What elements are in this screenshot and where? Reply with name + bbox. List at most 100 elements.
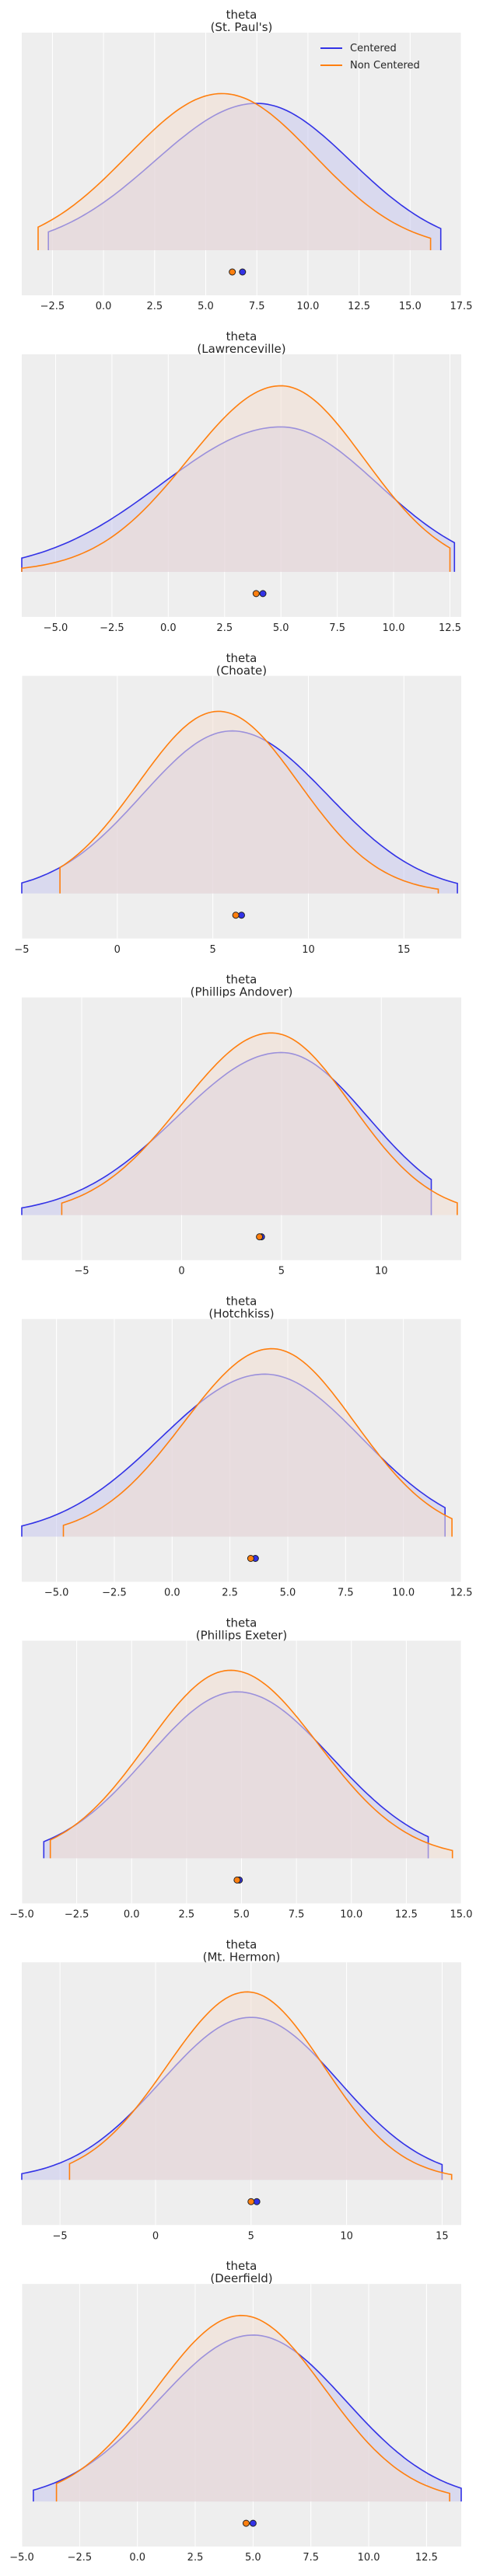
x-tick-label: −5 bbox=[53, 2230, 68, 2242]
x-tick-label: 5 bbox=[278, 1266, 285, 1278]
x-tick-label: 10.0 bbox=[392, 1588, 415, 1599]
x-tick-label: 12.5 bbox=[415, 2552, 438, 2564]
mean-point bbox=[239, 268, 247, 276]
mean-point bbox=[259, 590, 267, 598]
x-tick-label: 2.5 bbox=[179, 1908, 195, 1920]
x-tick-label: 10 bbox=[375, 1266, 388, 1278]
x-tick-label: 12.5 bbox=[348, 301, 370, 312]
x-tick-label: 0 bbox=[114, 944, 121, 956]
chart-subtitle: (Deerfield) bbox=[210, 2271, 272, 2285]
x-tick-label: −2.5 bbox=[102, 1588, 127, 1599]
x-tick-label: 7.5 bbox=[303, 2552, 319, 2564]
x-tick-label: 2.5 bbox=[146, 301, 163, 312]
density-line bbox=[62, 1347, 453, 1537]
density-line bbox=[49, 1669, 453, 1859]
chart-title: theta bbox=[226, 1295, 257, 1309]
chart-subtitle: (Phillips Exeter) bbox=[196, 1628, 287, 1642]
x-tick-label: 0.0 bbox=[160, 622, 177, 634]
chart-subtitle: (St. Paul's) bbox=[211, 20, 273, 34]
chart-title: theta bbox=[226, 8, 257, 22]
legend: Centered Non Centered bbox=[320, 43, 420, 71]
x-tick-label: 5.0 bbox=[245, 2552, 261, 2564]
x-tick-label: −5.0 bbox=[9, 1908, 34, 1920]
density-fill bbox=[50, 1670, 453, 1859]
x-tick-label: 10 bbox=[340, 2230, 353, 2242]
x-tick-label: 17.5 bbox=[450, 301, 473, 312]
chart-panel: theta(Hotchkiss) −5.0 −2.5 0.0 2.5 5.0 7.5 10.0… bbox=[21, 1295, 473, 1599]
chart-subtitle: (Mt. Hermon) bbox=[203, 1950, 281, 1964]
chart-subtitle: (Hotchkiss) bbox=[208, 1307, 274, 1321]
mean-point bbox=[233, 1876, 241, 1884]
mean-point bbox=[242, 2519, 250, 2527]
x-tick-label: −2.5 bbox=[100, 622, 124, 634]
x-tick-label: −5 bbox=[74, 1266, 89, 1278]
chart-subtitle: (Lawrenceville) bbox=[197, 342, 285, 356]
x-tick-label: 12.5 bbox=[439, 622, 461, 634]
x-tick-label: −5 bbox=[14, 944, 29, 956]
mean-point bbox=[229, 268, 236, 276]
density-fill bbox=[63, 1348, 453, 1537]
x-tick-label: −2.5 bbox=[40, 301, 65, 312]
density-fill bbox=[60, 711, 439, 894]
density-fill bbox=[22, 385, 450, 572]
x-tick-label: −5.0 bbox=[9, 2552, 34, 2564]
x-tick-label: 5.0 bbox=[273, 622, 289, 634]
x-tick-label: 7.5 bbox=[329, 622, 345, 634]
chart-title: theta bbox=[226, 1616, 257, 1630]
x-tick-label: 5.0 bbox=[198, 301, 214, 312]
x-tick-label: 15 bbox=[397, 944, 411, 956]
chart-title: theta bbox=[226, 651, 257, 665]
x-tick-label: 5 bbox=[248, 2230, 254, 2242]
x-tick-label: 0 bbox=[178, 1266, 184, 1278]
x-tick-label: 15 bbox=[436, 2230, 449, 2242]
x-tick-label: −5.0 bbox=[44, 622, 68, 634]
mean-point bbox=[232, 912, 240, 919]
x-tick-label: 0 bbox=[152, 2230, 159, 2242]
density-fill bbox=[61, 1033, 457, 1215]
chart-panel: theta(Deerfield) −5.0 −2.5 0.0 2.5 5.0 7.5 10.0… bbox=[9, 2259, 462, 2564]
x-tick-label: 0.0 bbox=[129, 2552, 145, 2564]
chart-subtitle: (Choate) bbox=[216, 664, 267, 678]
density-line bbox=[61, 1032, 458, 1215]
chart-title: theta bbox=[226, 329, 257, 343]
legend-label: Non Centered bbox=[350, 60, 420, 71]
x-tick-label: 10.0 bbox=[340, 1908, 362, 1920]
x-tick-label: 15.0 bbox=[450, 1908, 473, 1920]
chart-subtitle: (Phillips Andover) bbox=[191, 985, 293, 999]
chart-title: theta bbox=[226, 973, 257, 987]
chart-panel: theta(Mt. Hermon) −5 0 5 10 15 bbox=[21, 1937, 461, 2242]
chart-panel: theta(Lawrenceville) −5.0 −2.5 0.0 2.5 5.0 7.5… bbox=[21, 329, 461, 634]
density-line bbox=[55, 2314, 450, 2502]
mean-point bbox=[247, 2198, 255, 2205]
density-fill bbox=[56, 2315, 450, 2502]
x-tick-label: 7.5 bbox=[249, 301, 265, 312]
x-tick-label: 5.0 bbox=[233, 1908, 250, 1920]
density-fill bbox=[69, 1992, 452, 2180]
x-tick-label: 10 bbox=[302, 944, 315, 956]
mean-point bbox=[247, 1555, 254, 1562]
x-tick-label: 0.0 bbox=[96, 301, 112, 312]
density-line bbox=[59, 710, 439, 894]
density-line bbox=[37, 92, 432, 250]
mean-point bbox=[256, 1233, 264, 1241]
x-tick-label: −2.5 bbox=[68, 2552, 93, 2564]
x-tick-label: 2.5 bbox=[187, 2552, 204, 2564]
mean-point bbox=[252, 590, 260, 598]
chart-panel: theta(Phillips Andover) −5 0 5 10 bbox=[21, 973, 461, 1278]
x-tick-label: 10.0 bbox=[296, 301, 319, 312]
chart-panel: theta(St. Paul's) −2.5 0.0 2.5 5.0 7.5 10.0 12.… bbox=[22, 8, 472, 312]
x-tick-label: 5.0 bbox=[280, 1588, 296, 1599]
x-tick-label: 7.5 bbox=[289, 1908, 305, 1920]
x-tick-label: 12.5 bbox=[395, 1908, 418, 1920]
x-tick-label: 5 bbox=[210, 944, 216, 956]
x-tick-label: 2.5 bbox=[216, 622, 233, 634]
x-tick-label: 0.0 bbox=[164, 1588, 180, 1599]
x-tick-label: 10.0 bbox=[358, 2552, 380, 2564]
mean-point bbox=[253, 2198, 261, 2205]
x-tick-label: 12.5 bbox=[450, 1588, 473, 1599]
density-line bbox=[68, 1991, 453, 2180]
x-tick-label: 10.0 bbox=[383, 622, 405, 634]
chart-panel: theta(Choate) −5 0 5 10 15 bbox=[14, 651, 461, 956]
